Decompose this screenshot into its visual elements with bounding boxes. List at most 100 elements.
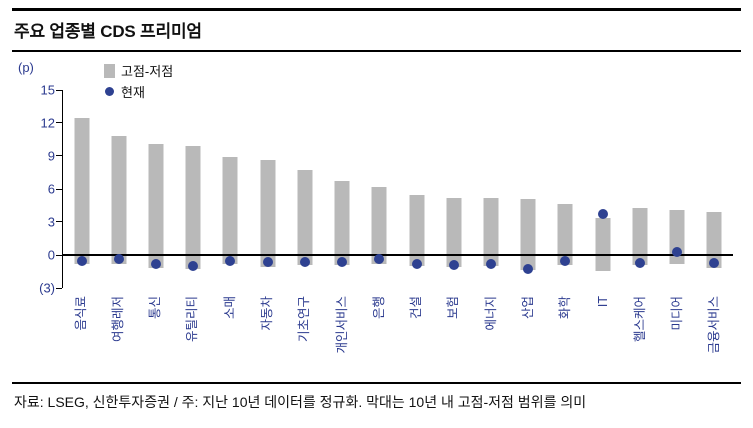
legend-range-label: 고점-저점: [121, 64, 174, 79]
current-dot: [76, 255, 87, 266]
y-axis-tick-mark: [56, 89, 62, 91]
source-note: 자료: LSEG, 신한투자증권 / 주: 지난 10년 데이터를 정규화. 막…: [14, 394, 587, 410]
chart-column: [659, 90, 696, 288]
y-axis-tick-mark: [56, 254, 62, 256]
x-axis-label-cell: 금융서비스: [696, 292, 733, 376]
x-axis-category-label: 음식료: [73, 296, 88, 331]
chart-column: [510, 90, 547, 288]
range-bar: [446, 197, 462, 268]
range-bar: [74, 117, 90, 264]
x-axis-label-cell: 자동차: [248, 292, 285, 376]
chart-column: [472, 90, 509, 288]
range-bar: [334, 181, 350, 265]
x-axis-label-cell: 소매: [211, 292, 248, 376]
chart-column: [137, 90, 174, 288]
x-axis-category-label: 화학: [558, 296, 573, 320]
current-dot: [597, 209, 608, 220]
plot-area: 15 12 9 6 3 0 (3): [39, 83, 733, 296]
x-axis-category-label: 소매: [222, 296, 237, 320]
y-axis-tick-label: (3): [39, 280, 55, 296]
y-axis-tick-label: 9: [47, 148, 55, 164]
x-axis-label-cell: 음식료: [62, 292, 99, 376]
y-axis-tick-mark: [56, 287, 62, 289]
x-axis-category-label: 은행: [371, 296, 386, 320]
x-axis-label-cell: 유틸리티: [174, 292, 211, 376]
plot-outer: 15 12 9 6 3 0 (3): [39, 83, 733, 296]
chart-column: [621, 90, 658, 288]
chart-column: [696, 90, 733, 288]
y-axis-tick-label: 15: [40, 82, 55, 98]
y-axis-tick-label: 12: [40, 115, 55, 131]
current-dot: [113, 254, 124, 265]
range-bar: [111, 136, 127, 264]
x-axis-label-cell: 개인서비스: [323, 292, 360, 376]
current-dot: [709, 257, 720, 268]
x-axis-category-label: 통신: [148, 296, 163, 320]
range-bar: [148, 143, 164, 269]
x-axis-category-label: 산업: [521, 296, 536, 320]
x-axis-label-cell: 에너지: [472, 292, 509, 376]
x-axis-category-label: 여행레저: [110, 296, 125, 343]
current-dot: [337, 256, 348, 267]
zero-axis-line: [63, 254, 733, 256]
x-axis-label-cell: 화학: [547, 292, 584, 376]
x-axis-label-cell: 은행: [360, 292, 397, 376]
range-bar: [520, 198, 536, 271]
chart-title: 주요 업종별 CDS 프리미엄: [14, 22, 202, 41]
x-axis-category-label: 기초연구: [297, 296, 312, 343]
range-bar: [185, 146, 201, 270]
report-figure: 주요 업종별 CDS 프리미엄 (p) 고점-저점 현재 15 12 9 6 3 0 (3)…: [12, 8, 741, 410]
y-axis-unit-label: (p): [18, 60, 34, 75]
chart-column: [435, 90, 472, 288]
chart-column: [175, 90, 212, 288]
range-bar: [595, 217, 611, 272]
x-axis-category-label: 건설: [409, 296, 424, 320]
chart-column: [398, 90, 435, 288]
x-axis-label-cell: 기초연구: [286, 292, 323, 376]
chart-column: [63, 90, 100, 288]
range-bar-swatch-icon: [104, 63, 115, 78]
y-axis-tick-label: 0: [47, 247, 55, 263]
x-axis-label-cell: 보험: [435, 292, 472, 376]
y-axis-tick-mark: [56, 155, 62, 157]
x-axis-category-label: 금융서비스: [707, 296, 722, 354]
range-bar: [371, 186, 387, 264]
current-dot: [151, 258, 162, 269]
range-bar: [297, 170, 313, 265]
x-axis-category-label: 헬스케어: [632, 296, 647, 343]
current-dot-swatch-icon: [105, 87, 114, 96]
current-dot: [486, 258, 497, 269]
x-axis-label-cell: 건설: [398, 292, 435, 376]
range-bar: [222, 157, 238, 264]
y-axis-tick-label: 6: [47, 181, 55, 197]
chart-column: [286, 90, 323, 288]
x-axis-label-cell: 산업: [509, 292, 546, 376]
y-axis-tick-mark: [56, 122, 62, 124]
y-axis-tick-label: 3: [47, 214, 55, 230]
range-bar: [557, 204, 573, 265]
x-axis-labels: 음식료 여행레저 통신 유틸리티 소매 자동차 기초연구 개인서비스 은행 건설 보험 에너지 산업 화학…: [62, 292, 733, 376]
legend-current-label: 현재: [121, 85, 145, 100]
current-dot: [448, 259, 459, 270]
range-bar: [409, 194, 425, 266]
x-axis-category-label: 자동차: [260, 296, 275, 331]
chart-column: [361, 90, 398, 288]
x-axis-label-cell: 미디어: [659, 292, 696, 376]
current-dot: [523, 264, 534, 275]
y-axis-tick-mark: [56, 188, 62, 190]
chart-column: [249, 90, 286, 288]
current-dot: [188, 261, 199, 271]
chart-column: [324, 90, 361, 288]
chart-title-bar: 주요 업종별 CDS 프리미엄: [12, 8, 741, 52]
range-bar: [632, 207, 648, 265]
x-axis-category-label: 에너지: [483, 296, 498, 331]
current-dot: [299, 256, 310, 267]
chart-column: [584, 90, 621, 288]
x-axis-category-label: IT: [595, 296, 610, 308]
current-dot: [411, 258, 422, 269]
current-dot: [374, 254, 385, 265]
chart-column: [212, 90, 249, 288]
x-axis-label-cell: 여행레저: [99, 292, 136, 376]
bar-columns: [63, 90, 733, 288]
legend-item-current: 현재: [104, 81, 173, 102]
